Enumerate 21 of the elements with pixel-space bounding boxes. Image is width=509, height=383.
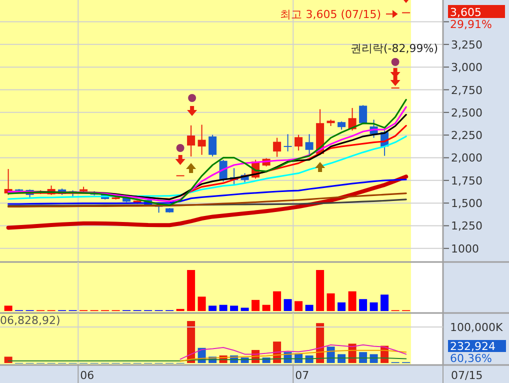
y-tick-label: 3,250 [451, 38, 482, 52]
text: 100,000K [450, 321, 504, 334]
y-tick-label: 2,500 [451, 106, 482, 120]
text: 60,36% [450, 352, 492, 365]
text: 29,91% [450, 18, 492, 31]
x-tick-label: 07 [295, 369, 310, 382]
text: 3,605 [450, 6, 482, 19]
annotation: 06,828,92) [0, 314, 60, 327]
annotation: 권리락(-82,99%) [350, 42, 438, 55]
y-tick-label: 2,750 [451, 84, 482, 97]
y-tick-label: 1,250 [451, 220, 482, 233]
text: 232,924 [450, 340, 496, 353]
y-tick-label: 3,000 [451, 61, 482, 74]
y-tick-label: 1,750 [451, 174, 482, 188]
annotation: 최고 3,605 (07/15) [280, 8, 381, 21]
y-tick-label: 2,250 [451, 129, 482, 142]
y-tick-label: 2,000 [451, 152, 482, 165]
y-tick-label: 1000 [451, 242, 479, 256]
x-tick-label: 06 [80, 369, 94, 382]
text: 07/15 [451, 369, 483, 382]
y-tick-label: 1,500 [451, 197, 482, 210]
